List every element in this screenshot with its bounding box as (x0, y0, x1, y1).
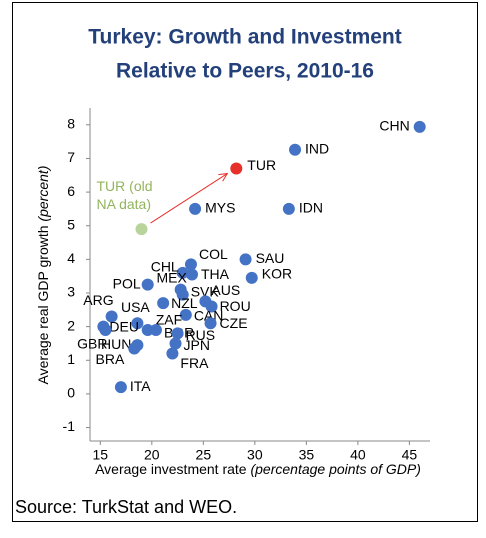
point (239, 253, 252, 266)
point (413, 120, 426, 133)
y-tick-label: 0 (67, 385, 75, 401)
point-label: DEU (109, 318, 139, 334)
point (141, 324, 154, 336)
y-tick-label: -1 (63, 418, 76, 434)
y-axis-title-main: Average real GDP growth (35, 222, 51, 385)
point (171, 327, 184, 340)
point-label: SVK (191, 283, 220, 299)
point-label: GBR (77, 336, 107, 352)
arrow-head (218, 172, 229, 182)
y-tick-label: 4 (67, 250, 75, 266)
point-label: ZAF (156, 312, 182, 328)
point-label: MYS (205, 200, 235, 216)
point-label: ITA (130, 378, 151, 394)
point-label: AUS (211, 282, 240, 298)
x-axis-title-main: Average investment rate (95, 461, 250, 477)
point-label: SAU (256, 250, 285, 266)
point (131, 317, 144, 330)
point (186, 268, 198, 281)
point (114, 381, 127, 394)
y-axis-title-unit: (percent) (35, 166, 51, 222)
point-label: POL (113, 275, 141, 291)
point-label: CHN (379, 118, 409, 134)
x-tick-label: 25 (196, 447, 212, 463)
y-tick-label: 6 (67, 183, 75, 199)
point (176, 266, 189, 279)
point-label: RUS (186, 327, 216, 343)
point-label: NZL (171, 295, 198, 311)
x-tick-label: 45 (402, 447, 418, 463)
point-label: IND (305, 140, 329, 156)
point-label: USA (121, 299, 150, 315)
point (166, 347, 179, 360)
point (99, 324, 112, 336)
point (289, 143, 302, 156)
annotation-label: TUR (old NA data) (96, 178, 153, 213)
x-axis-title-unit: (percentage points of GDP) (250, 461, 420, 477)
point (141, 278, 154, 291)
point (245, 271, 258, 284)
point (157, 297, 170, 310)
chart-title: Turkey: Growth and Investment (88, 26, 402, 49)
point (128, 342, 141, 355)
point-label: THA (201, 266, 230, 282)
source-note: Source: TurkStat and WEO. (15, 497, 238, 517)
point (169, 337, 182, 350)
point (105, 310, 118, 323)
point (135, 223, 148, 236)
annotation-arrow (150, 173, 228, 224)
point-label: MEX (156, 269, 187, 285)
y-tick-label: 7 (67, 149, 75, 165)
point (176, 288, 189, 301)
point-label: HUN (101, 336, 131, 352)
frame (12, 2, 478, 522)
point-label: BRA (96, 351, 125, 367)
point (204, 317, 217, 330)
x-tick-label: 15 (93, 447, 109, 463)
point-label: CZE (220, 315, 248, 331)
point (184, 258, 197, 271)
y-tick-label: 8 (67, 116, 75, 132)
y-tick-label: 2 (67, 317, 75, 333)
point (149, 324, 162, 336)
point (189, 202, 202, 215)
point-label: ROU (220, 298, 251, 314)
point (230, 162, 243, 175)
x-tick-label: 20 (144, 447, 160, 463)
point-label: TUR (247, 157, 276, 173)
x-tick-label: 30 (247, 447, 263, 463)
point (205, 300, 218, 313)
point-label: KOR (262, 266, 292, 282)
chart-title: Relative to Peers, 2010-16 (116, 60, 374, 83)
y-tick-label: 3 (67, 284, 75, 300)
y-axis-title: Average real GDP growth (percent) (35, 166, 51, 385)
point (282, 202, 295, 215)
point (179, 308, 192, 321)
x-tick-label: 35 (299, 447, 315, 463)
point-label: JPN (184, 337, 210, 353)
point-label: FRA (180, 355, 209, 371)
point-label: COL (199, 246, 228, 262)
y-tick-label: 1 (67, 351, 75, 367)
point-label: ARG (83, 292, 113, 308)
x-tick-label: 40 (350, 447, 366, 463)
y-tick-label: 5 (67, 216, 75, 232)
x-axis-title: Average investment rate (percentage poin… (95, 461, 421, 477)
point-label: CHL (151, 259, 179, 275)
point-label: IDN (299, 200, 323, 216)
point-label: CAN (194, 308, 224, 324)
